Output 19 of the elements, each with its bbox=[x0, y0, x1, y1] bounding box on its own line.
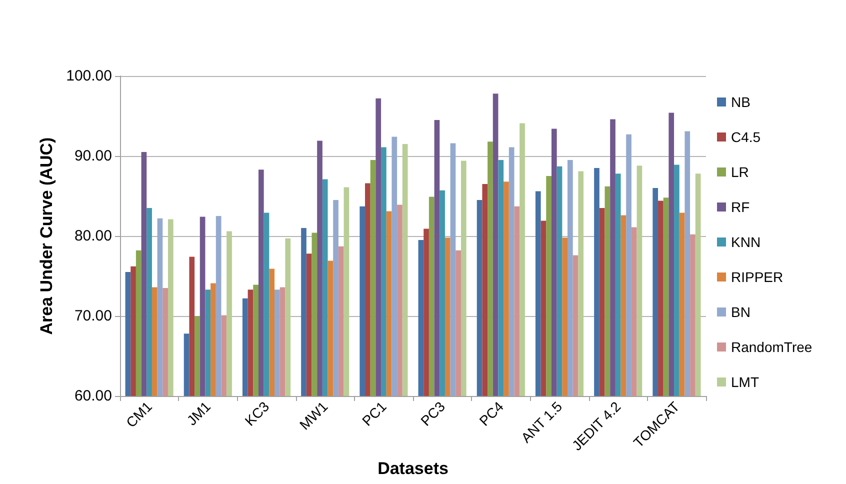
legend-label: NB bbox=[731, 94, 750, 110]
legend-label: KNN bbox=[731, 234, 761, 250]
y-tick-label: 90.00 bbox=[74, 148, 112, 164]
legend-label: RIPPER bbox=[731, 269, 784, 285]
legend-label: BN bbox=[731, 304, 750, 320]
y-axis-title: Area Under Curve (AUC) bbox=[37, 137, 56, 335]
x-tick-label: CM1 bbox=[122, 398, 156, 431]
y-tick-label: 100.00 bbox=[66, 68, 112, 84]
legend-label: LR bbox=[731, 164, 749, 180]
x-tick-label: PC1 bbox=[358, 398, 390, 429]
x-tick-label: JM1 bbox=[184, 398, 214, 428]
legend-label: RandomTree bbox=[731, 339, 812, 355]
x-axis-title: Datasets bbox=[378, 458, 448, 478]
y-tick-label: 70.00 bbox=[74, 308, 112, 324]
legend-label: RF bbox=[731, 199, 750, 215]
legend-label: C4.5 bbox=[731, 129, 761, 145]
legend-label: LMT bbox=[731, 374, 760, 390]
y-tick-label: 80.00 bbox=[74, 228, 112, 244]
y-tick-label: 60.00 bbox=[74, 388, 112, 404]
